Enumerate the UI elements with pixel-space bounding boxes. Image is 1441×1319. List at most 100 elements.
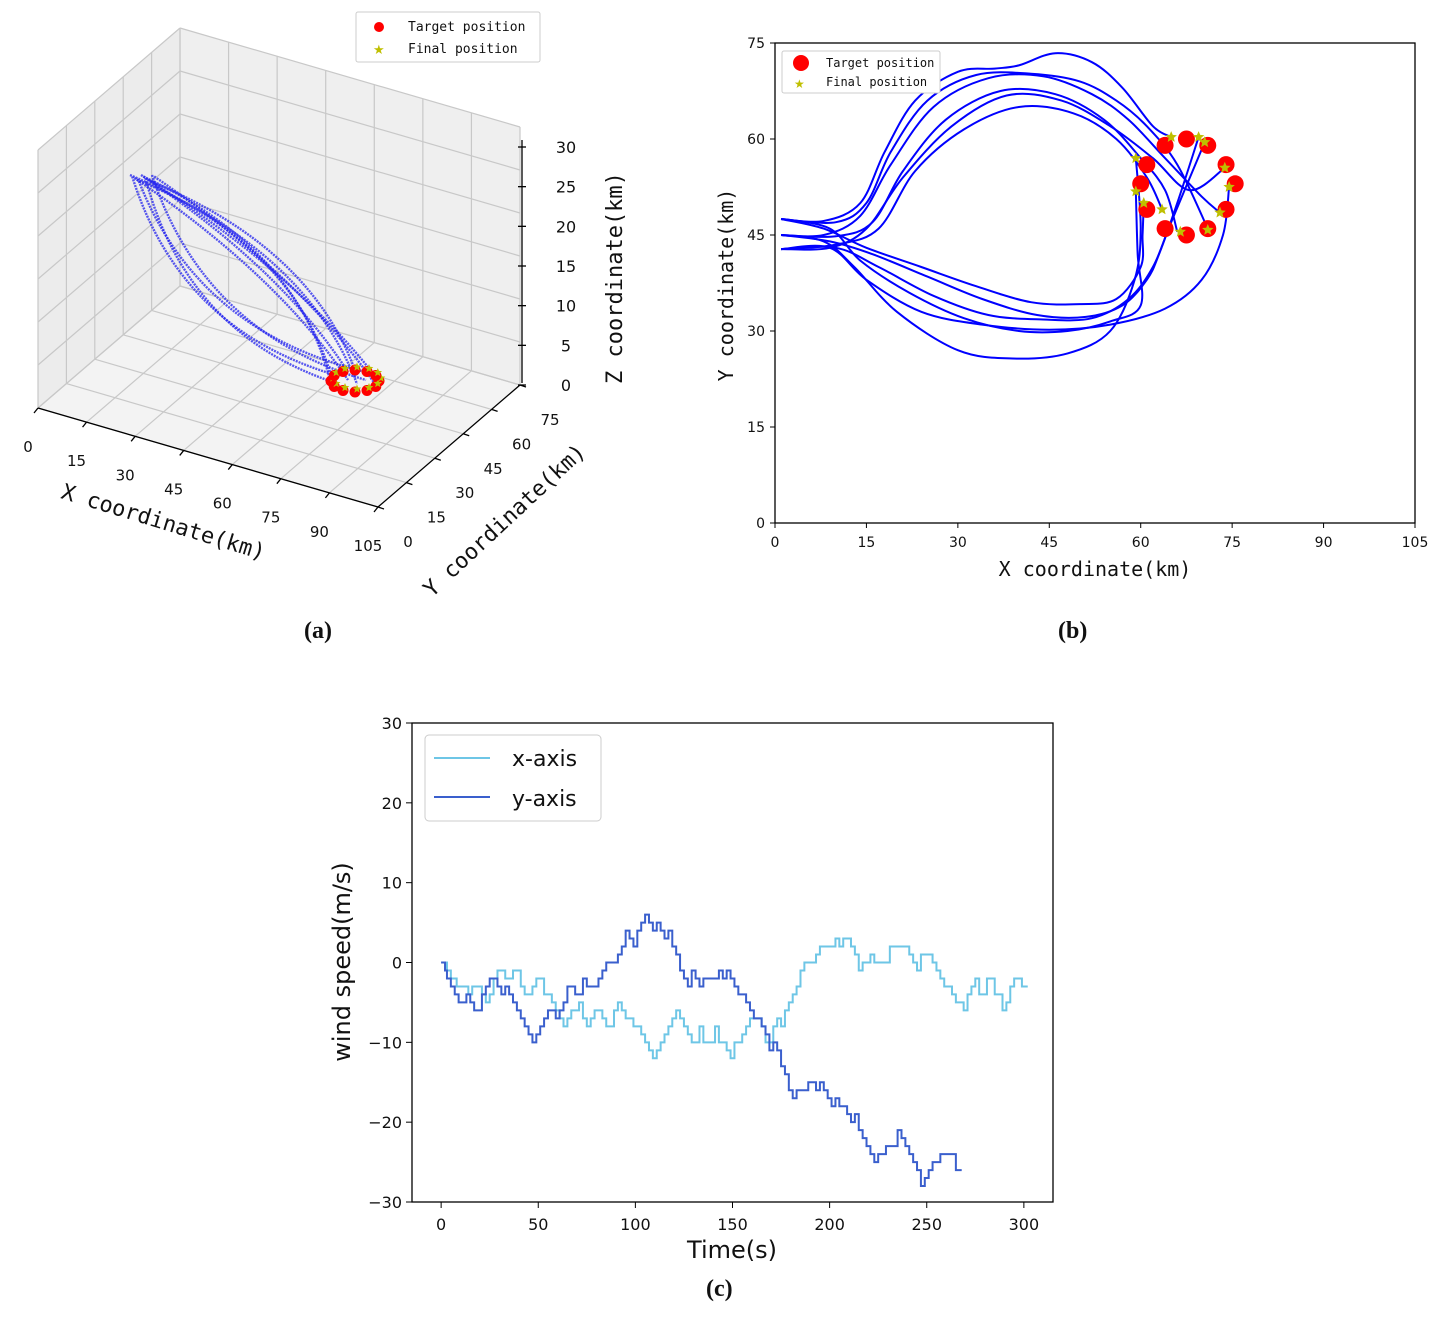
target-marker <box>1156 136 1174 154</box>
legend-final-label: Final position <box>408 42 518 57</box>
x-tick-label: 30 <box>949 535 967 551</box>
x-tick-label: 105 <box>1402 535 1429 551</box>
final-marker <box>1130 185 1142 197</box>
chart-b-trajectory-lines <box>780 52 1231 360</box>
x-tick <box>130 435 136 442</box>
grid-line <box>179 70 521 171</box>
y-tick-label: 15 <box>427 509 446 527</box>
target-marker <box>1177 130 1195 148</box>
z-tick-label: 10 <box>556 297 576 316</box>
chart-b-legend: Target position ★ Final position <box>781 50 941 94</box>
final-marker <box>1138 197 1150 208</box>
trajectory-line <box>781 52 1172 223</box>
target-marker <box>1156 220 1174 238</box>
x-tick-label: 75 <box>1223 535 1241 551</box>
y-tick-label: 60 <box>512 435 531 453</box>
x-tick-label: 300 <box>1009 1215 1040 1234</box>
x-tick-label: 105 <box>354 537 383 555</box>
trajectory-line <box>780 202 1145 306</box>
trajectory-line <box>781 73 1221 238</box>
final-marker <box>1156 203 1168 215</box>
chart-c-legend: x-axis y-axis <box>424 734 602 822</box>
y-tick <box>462 433 470 437</box>
trajectory-line <box>136 178 359 385</box>
y-tick <box>491 408 498 413</box>
chart-c-ticks: 0 50 100 150 200 250 300 −30 −20 −10 0 10 20 30 <box>368 714 1039 1234</box>
grid-line <box>37 113 181 237</box>
legend-final-label: Final position <box>826 75 927 89</box>
caption-a: (a) <box>304 618 332 644</box>
z-tick-label: 25 <box>556 178 576 197</box>
z-tick-label: 15 <box>556 257 576 276</box>
x-tick-label: 30 <box>116 466 135 484</box>
grid-line <box>329 370 472 494</box>
x-tick-label: 60 <box>213 495 232 513</box>
y-tick-label: 75 <box>540 411 559 429</box>
grid-line <box>37 242 181 366</box>
grid-line <box>179 285 521 386</box>
x-tick-label: 200 <box>814 1215 845 1234</box>
legend-x-axis-label: x-axis <box>512 747 577 772</box>
z-tick-label: 0 <box>561 376 571 395</box>
x-tick-label: 15 <box>858 535 876 551</box>
grid-line <box>37 27 181 151</box>
y-tick-label: 45 <box>484 460 503 478</box>
x-tick-label: 75 <box>261 509 280 527</box>
chart-a-trajectories <box>129 173 376 386</box>
final-marker <box>373 368 383 377</box>
final-marker <box>1202 223 1214 235</box>
trajectory-line <box>781 71 1209 230</box>
final-marker <box>1192 131 1205 142</box>
z-tick-label: 20 <box>556 217 576 236</box>
y-tick-label: 0 <box>756 516 765 532</box>
y-tick-label: 45 <box>747 228 765 244</box>
final-marker <box>352 362 362 371</box>
x-tick-label: 0 <box>436 1215 446 1234</box>
floor-pane <box>38 286 520 507</box>
chart-b-ylabel: Y coordinate(km) <box>714 189 738 382</box>
final-marker <box>1223 181 1235 192</box>
trajectory-line <box>780 191 1144 334</box>
x-tick-label: 45 <box>164 480 183 498</box>
legend-y-axis-label: y-axis <box>512 787 577 812</box>
y-tick-label: −10 <box>368 1033 402 1052</box>
chart-a-zlabel: Z coordinate(km) <box>603 172 628 384</box>
series-line-x-axis <box>441 937 1028 1060</box>
y-axis-line <box>377 384 521 508</box>
grid-line <box>134 313 278 437</box>
final-marker <box>340 364 350 373</box>
legend-target-marker <box>374 22 384 32</box>
legend-final-marker: ★ <box>794 77 805 91</box>
y-tick-label: 60 <box>747 132 765 148</box>
chart-a-markers <box>325 362 386 398</box>
y-tick <box>406 481 413 486</box>
grid-line <box>86 299 229 423</box>
final-marker <box>340 383 350 392</box>
grid-line <box>179 199 521 300</box>
trajectory-line <box>140 173 376 377</box>
final-marker <box>1214 206 1226 218</box>
x-tick-label: 60 <box>1132 535 1150 551</box>
legend-final-marker: ★ <box>373 43 385 58</box>
x-tick-label: 50 <box>528 1215 548 1234</box>
grid-line <box>37 70 181 194</box>
chart-a-legend: Target position ★ Final position <box>355 11 541 63</box>
trajectory-line <box>146 178 350 373</box>
y-tick <box>377 506 385 510</box>
z-tick-label: 30 <box>556 138 576 157</box>
chart-c-ylabel: wind speed(m/s) <box>328 862 356 1062</box>
chart-b-trajectories: 0 15 30 45 60 75 90 105 0 15 30 45 60 75 X coordinate… <box>714 36 1429 581</box>
x-axis-line <box>37 407 379 508</box>
final-marker <box>364 364 374 373</box>
x-tick-label: 45 <box>1040 535 1058 551</box>
trajectory-line <box>144 177 340 386</box>
x-tick-label: 150 <box>717 1215 748 1234</box>
x-tick <box>373 506 379 513</box>
y-tick-label: 75 <box>747 36 765 52</box>
grid-line <box>179 242 521 343</box>
legend-target-marker <box>793 55 809 71</box>
grid-line <box>280 356 424 480</box>
x-tick <box>33 407 39 414</box>
grid-line <box>94 358 435 459</box>
